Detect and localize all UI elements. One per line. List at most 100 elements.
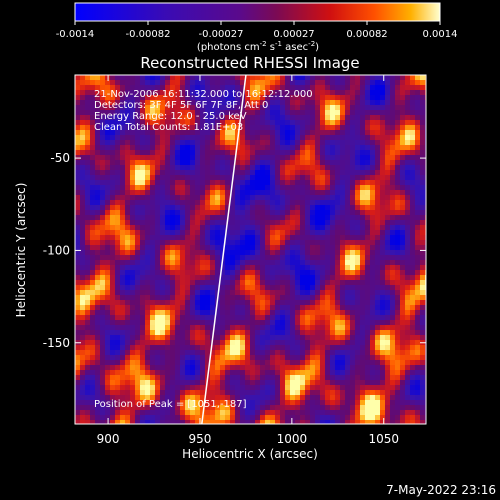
x-axis-ticks: 900 950 1000 1050 <box>97 75 399 446</box>
heatmap-cell <box>235 165 240 170</box>
heatmap-cell <box>245 120 250 125</box>
heatmap-cell <box>240 110 245 115</box>
heatmap-cell <box>340 75 345 80</box>
heatmap-cell <box>155 200 160 205</box>
heatmap-cell <box>310 270 315 275</box>
heatmap-cell <box>115 75 120 80</box>
heatmap-cell <box>320 410 325 415</box>
heatmap-cell <box>145 395 150 400</box>
heatmap-cell <box>145 115 150 120</box>
heatmap-cell <box>330 330 335 335</box>
heatmap-cell <box>195 135 200 140</box>
heatmap-cell <box>300 165 305 170</box>
heatmap-cell <box>380 210 385 215</box>
heatmap-cell <box>365 265 370 270</box>
heatmap-cell <box>315 230 320 235</box>
heatmap-cell <box>365 375 370 380</box>
heatmap-cell <box>220 380 225 385</box>
heatmap-cell <box>400 155 405 160</box>
heatmap-cell <box>375 180 380 185</box>
heatmap-cell <box>195 170 200 175</box>
heatmap-cell <box>205 305 210 310</box>
heatmap-cell <box>125 225 130 230</box>
heatmap-cell <box>175 250 180 255</box>
heatmap-cell <box>100 360 105 365</box>
heatmap-cell <box>330 75 335 80</box>
heatmap-cell <box>270 250 275 255</box>
heatmap-cell <box>180 305 185 310</box>
heatmap-cell <box>405 105 410 110</box>
heatmap-cell <box>80 90 85 95</box>
heatmap-cell <box>355 150 360 155</box>
heatmap-cell <box>385 395 390 400</box>
heatmap-cell <box>270 295 275 300</box>
heatmap-cell <box>335 295 340 300</box>
heatmap-cell <box>290 415 295 420</box>
heatmap-cell <box>240 395 245 400</box>
heatmap-cell <box>205 325 210 330</box>
heatmap-cell <box>80 275 85 280</box>
heatmap-cell <box>265 380 270 385</box>
heatmap-cell <box>320 145 325 150</box>
heatmap-cell <box>410 160 415 165</box>
colorbar-tick-label: -0.0014 <box>56 29 95 40</box>
heatmap-cell <box>360 355 365 360</box>
heatmap-cell <box>175 135 180 140</box>
heatmap-cell <box>200 135 205 140</box>
heatmap-cell <box>110 310 115 315</box>
heatmap-cell <box>345 350 350 355</box>
heatmap-cell <box>380 365 385 370</box>
heatmap-cell <box>390 285 395 290</box>
heatmap-cell <box>125 255 130 260</box>
heatmap-cell <box>375 135 380 140</box>
heatmap-cell <box>190 310 195 315</box>
heatmap-cell <box>190 295 195 300</box>
heatmap-cell <box>115 255 120 260</box>
heatmap-cell <box>80 210 85 215</box>
heatmap-cell <box>130 240 135 245</box>
heatmap-cell <box>75 240 80 245</box>
heatmap-cell <box>415 165 420 170</box>
heatmap-cell <box>125 245 130 250</box>
heatmap-cell <box>155 420 160 424</box>
heatmap-cell <box>390 365 395 370</box>
heatmap-cell <box>125 210 130 215</box>
heatmap-cell <box>150 240 155 245</box>
heatmap-cell <box>410 260 415 265</box>
heatmap-cell <box>115 180 120 185</box>
heatmap-cell <box>210 215 215 220</box>
heatmap-cell <box>255 370 260 375</box>
heatmap-cell <box>145 90 150 95</box>
heatmap-cell <box>280 410 285 415</box>
heatmap-cell <box>80 320 85 325</box>
heatmap-cell <box>340 240 345 245</box>
heatmap-cell <box>250 305 255 310</box>
heatmap-cell <box>400 310 405 315</box>
heatmap-cell <box>220 405 225 410</box>
heatmap-cell <box>265 180 270 185</box>
heatmap-cell <box>310 315 315 320</box>
heatmap-cell <box>160 100 165 105</box>
heatmap-cell <box>120 90 125 95</box>
heatmap-cell <box>110 380 115 385</box>
heatmap-cell <box>220 375 225 380</box>
heatmap-cell <box>255 125 260 130</box>
heatmap-cell <box>90 125 95 130</box>
heatmap-cell <box>150 175 155 180</box>
heatmap-cell <box>365 420 370 424</box>
heatmap-cell <box>215 335 220 340</box>
heatmap-cell <box>335 395 340 400</box>
heatmap-cell <box>255 395 260 400</box>
heatmap-cell <box>330 260 335 265</box>
heatmap-cell <box>240 270 245 275</box>
heatmap-cell <box>280 150 285 155</box>
heatmap-cell <box>90 320 95 325</box>
heatmap-cell <box>305 375 310 380</box>
heatmap-cell <box>340 310 345 315</box>
heatmap-cell <box>225 290 230 295</box>
heatmap-cell <box>260 375 265 380</box>
heatmap-cell <box>305 260 310 265</box>
heatmap-cell <box>210 275 215 280</box>
heatmap-cell <box>340 220 345 225</box>
heatmap-cell <box>420 290 425 295</box>
